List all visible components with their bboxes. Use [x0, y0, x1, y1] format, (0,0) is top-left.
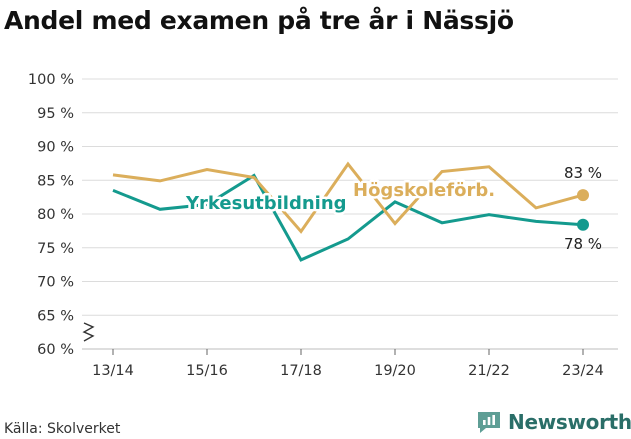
series-line-yrkesutbildning	[112, 173, 584, 262]
x-tick-label: 15/16	[186, 363, 228, 379]
series-layer	[112, 161, 589, 262]
y-tick-label: 100 %	[28, 72, 74, 88]
brand-name: Newsworthy	[508, 410, 631, 434]
end-label-yrkesutbildning: 78 %	[564, 235, 602, 253]
series-label-hogskoleforb: Högskoleförb.	[353, 180, 495, 201]
end-label-hogskoleforb: 83 %	[564, 164, 602, 182]
axis-layer: 60 % 65 % 70 % 75 % 80 % 85 % 90 % 95 % 100 % 13/…	[28, 72, 604, 379]
y-tick-label: 75 %	[37, 241, 74, 257]
series-label-yrkesutbildning: Yrkesutbildning	[185, 193, 347, 214]
axis-break-icon	[82, 322, 95, 342]
newsworthy-logo-icon	[478, 412, 500, 433]
grid-layer	[82, 78, 618, 350]
x-tick-label: 19/20	[374, 363, 416, 379]
y-tick-label: 85 %	[37, 173, 74, 189]
series-line-hogskoleforb	[112, 161, 584, 234]
x-tick-label: 21/22	[468, 363, 510, 379]
y-tick-label: 60 %	[37, 342, 74, 358]
y-tick-label: 80 %	[37, 207, 74, 223]
series-label-yrkesutbildning-halo: Yrkesutbildning	[185, 193, 347, 214]
chart-title: Andel med examen på tre år i Nässjö	[4, 6, 514, 35]
y-tick-label: 70 %	[37, 275, 74, 291]
source-note: Källa: Skolverket	[4, 421, 121, 437]
label-layer: YrkesutbildningYrkesutbildningHögskolefö…	[183, 164, 603, 253]
y-tick-label: 90 %	[37, 140, 74, 156]
series-label-hogskoleforb-halo: Högskoleförb.	[353, 180, 495, 201]
x-tick-label: 13/14	[92, 363, 134, 379]
brand-logo: Newsworthy	[476, 408, 631, 436]
series-end-marker	[577, 189, 589, 202]
x-tick-label: 17/18	[280, 363, 322, 379]
y-tick-label: 65 %	[37, 308, 74, 324]
series-end-marker	[577, 218, 589, 231]
x-tick-label: 23/24	[562, 363, 604, 379]
y-tick-label: 95 %	[37, 106, 74, 122]
